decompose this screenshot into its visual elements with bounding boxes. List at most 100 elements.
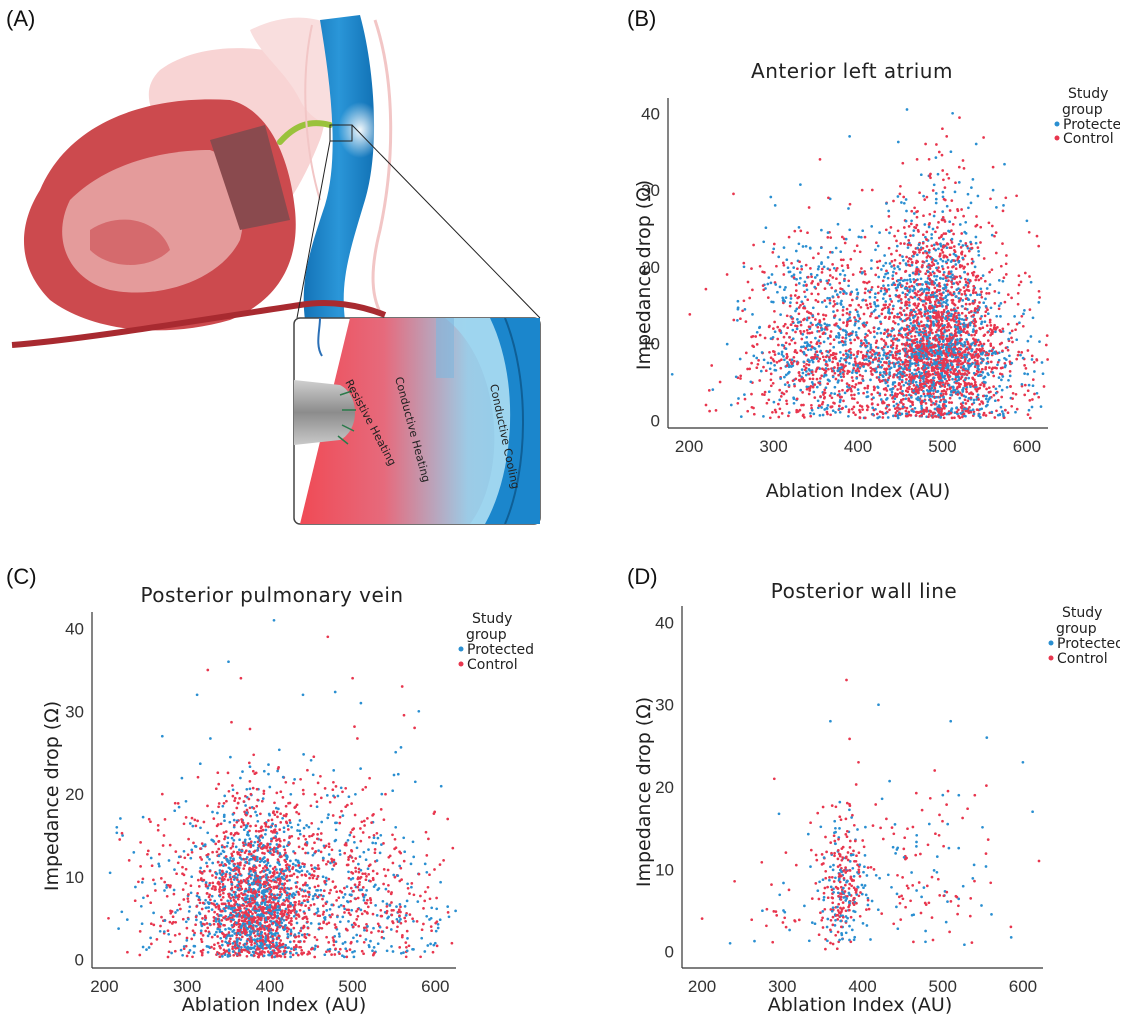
scatter-point-control xyxy=(920,401,923,404)
scatter-point-control xyxy=(748,297,751,300)
scatter-point-control xyxy=(850,351,853,354)
scatter-point-control xyxy=(1016,408,1019,411)
scatter-point-control xyxy=(842,309,845,312)
scatter-point-control xyxy=(924,380,927,383)
scatter-point-control xyxy=(897,229,900,232)
scatter-point-control xyxy=(1046,358,1049,361)
scatter-point-protected xyxy=(173,889,176,892)
scatter-point-protected xyxy=(845,357,848,360)
scatter-point-protected xyxy=(920,288,923,291)
scatter-point-protected xyxy=(902,405,905,408)
scatter-point-protected xyxy=(974,266,977,269)
scatter-point-control xyxy=(861,408,864,411)
scatter-point-control xyxy=(785,390,788,393)
scatter-point-protected xyxy=(832,346,835,349)
scatter-point-control xyxy=(859,411,862,414)
scatter-point-control xyxy=(238,797,241,800)
scatter-point-control xyxy=(977,371,980,374)
scatter-point-protected xyxy=(897,265,900,268)
scatter-point-control xyxy=(807,276,810,279)
scatter-point-protected xyxy=(967,206,970,209)
scatter-point-control xyxy=(974,381,977,384)
scatter-point-control xyxy=(304,873,307,876)
scatter-point-control xyxy=(808,364,811,367)
scatter-point-control xyxy=(832,354,835,357)
scatter-point-control xyxy=(943,416,946,419)
scatter-point-protected xyxy=(926,336,929,339)
scatter-point-protected xyxy=(823,341,826,344)
scatter-point-control xyxy=(961,312,964,315)
scatter-point-control xyxy=(842,314,845,317)
scatter-point-protected xyxy=(862,298,865,301)
scatter-point-control xyxy=(992,385,995,388)
scatter-point-protected xyxy=(844,343,847,346)
scatter-point-protected xyxy=(158,865,161,868)
scatter-point-control xyxy=(279,939,282,942)
scatter-point-control xyxy=(926,298,929,301)
scatter-point-control xyxy=(297,935,300,938)
scatter-point-protected xyxy=(874,248,877,251)
scatter-point-protected xyxy=(884,300,887,303)
scatter-point-control xyxy=(951,241,954,244)
scatter-point-control xyxy=(922,242,925,245)
scatter-point-control xyxy=(999,343,1002,346)
scatter-point-protected xyxy=(773,401,776,404)
scatter-point-protected xyxy=(751,313,754,316)
scatter-point-control xyxy=(909,244,912,247)
scatter-point-control xyxy=(808,393,811,396)
scatter-point-protected xyxy=(849,339,852,342)
scatter-point-protected xyxy=(233,875,236,878)
scatter-point-control xyxy=(963,413,966,416)
scatter-point-control xyxy=(365,929,368,932)
scatter-point-protected xyxy=(947,365,950,368)
scatter-point-protected xyxy=(845,405,848,408)
scatter-point-protected xyxy=(905,220,908,223)
scatter-point-protected xyxy=(839,411,842,414)
scatter-point-control xyxy=(823,318,826,321)
scatter-point-control xyxy=(799,330,802,333)
scatter-point-protected xyxy=(816,274,819,277)
scatter-point-protected xyxy=(998,414,1001,417)
scatter-point-control xyxy=(346,804,349,807)
scatter-point-protected xyxy=(787,266,790,269)
scatter-point-protected xyxy=(880,268,883,271)
scatter-point-protected xyxy=(819,350,822,353)
scatter-point-protected xyxy=(945,279,948,282)
scatter-point-control xyxy=(925,347,928,350)
scatter-point-protected xyxy=(917,396,920,399)
scatter-point-control xyxy=(954,181,957,184)
scatter-point-control xyxy=(850,342,853,345)
scatter-point-control xyxy=(913,384,916,387)
scatter-point-control xyxy=(977,279,980,282)
scatter-point-control xyxy=(950,246,953,249)
scatter-point-protected xyxy=(963,231,966,234)
scatter-point-control xyxy=(813,383,816,386)
scatter-point-protected xyxy=(883,254,886,257)
scatter-point-control xyxy=(980,277,983,280)
scatter-point-control xyxy=(853,316,856,319)
scatter-point-control xyxy=(928,364,931,367)
legend: Study group Protected Control xyxy=(1055,86,1121,147)
scatter-point-protected xyxy=(958,260,961,263)
scatter-point-control xyxy=(930,307,933,310)
scatter-point-control xyxy=(918,191,921,194)
scatter-point-control xyxy=(922,214,925,217)
scatter-point-control xyxy=(796,267,799,270)
scatter-point-protected xyxy=(942,191,945,194)
scatter-point-control xyxy=(741,309,744,312)
scatter-point-control xyxy=(825,363,828,366)
scatter-point-protected xyxy=(932,228,935,231)
scatter-point-protected xyxy=(812,391,815,394)
scatter-point-control xyxy=(925,357,928,360)
scatter-point-control xyxy=(770,378,773,381)
scatter-point-control xyxy=(793,356,796,359)
scatter-point-control xyxy=(719,381,722,384)
scatter-point-control xyxy=(803,416,806,419)
scatter-point-control xyxy=(948,324,951,327)
scatter-point-protected xyxy=(935,361,938,364)
legend-title-line-1: Study xyxy=(1068,86,1108,102)
zoom-line-right xyxy=(352,125,540,318)
scatter-point-control xyxy=(899,254,902,257)
scatter-point-control xyxy=(906,350,909,353)
scatter-point-control xyxy=(841,407,844,410)
